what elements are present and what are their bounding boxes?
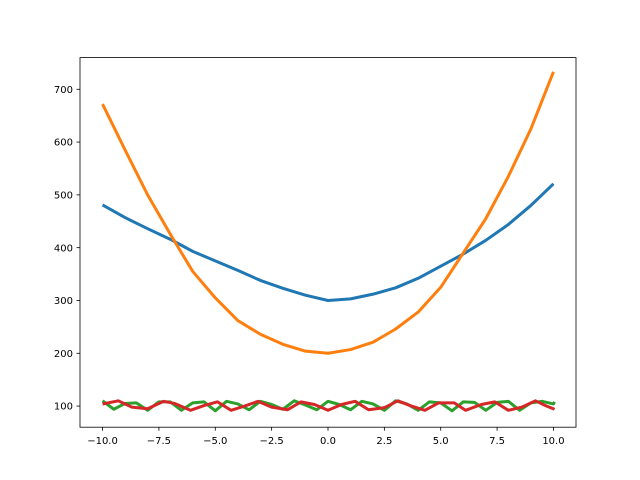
y-tick-label: 100 [54,402,73,413]
x-tick-label: −2.5 [259,436,283,447]
x-axis: −10.0 −7.5 −5.0 −2.5 0.0 2.5 5.0 7.5 10.0 [87,427,565,447]
y-tick-label: 700 [54,85,73,96]
plot-area-frame [79,57,577,428]
series-line-3 [101,399,556,413]
x-tick-label: −10.0 [87,436,118,447]
x-tick-label: 0.0 [320,436,336,447]
y-tick-label: 500 [54,190,73,201]
series-line-2 [101,71,555,355]
series-line-4 [102,399,556,412]
y-tick-label: 400 [54,243,73,254]
x-tick-label: 2.5 [376,436,392,447]
series-layer [101,71,556,413]
x-tick-label: −5.0 [203,436,227,447]
x-tick-label: −7.5 [147,436,171,447]
y-tick-label: 200 [54,349,73,360]
y-axis: 100 200 300 400 500 600 700 [54,85,80,413]
series-line-1 [101,182,555,302]
x-tick-label: 10.0 [542,436,564,447]
x-tick-label: 5.0 [433,436,449,447]
y-tick-label: 300 [54,296,73,307]
y-tick-label: 600 [54,138,73,149]
x-tick-label: 7.5 [489,436,505,447]
